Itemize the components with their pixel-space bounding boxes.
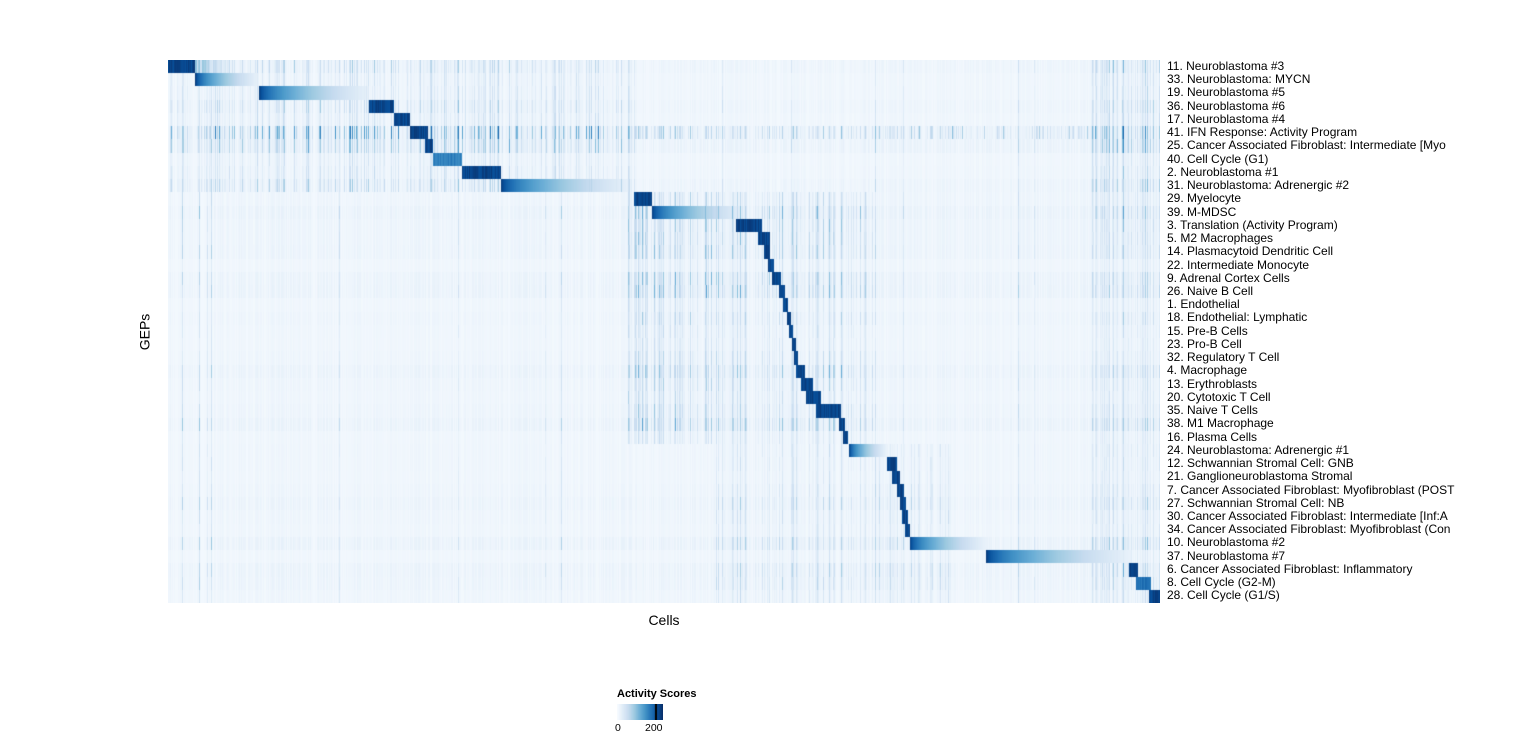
row-label: 19. Neuroblastoma #5: [1167, 85, 1286, 100]
row-label: 36. Neuroblastoma #6: [1167, 98, 1286, 113]
legend-tick-max: 200: [645, 722, 663, 734]
row-label: 28. Cell Cycle (G1/S): [1167, 588, 1280, 603]
y-axis: GEPs: [132, 60, 156, 603]
row-label: 5. M2 Macrophages: [1167, 231, 1274, 246]
row-label: 29. Myelocyte: [1167, 191, 1242, 206]
y-axis-label: GEPs: [136, 313, 153, 350]
heatmap-canvas: [168, 60, 1160, 603]
row-label: 24. Neuroblastoma: Adrenergic #1: [1167, 442, 1350, 457]
x-axis-label: Cells: [648, 612, 680, 628]
legend-ticks: 0 200: [615, 720, 663, 734]
row-label: 21. Ganglioneuroblastoma Stromal: [1167, 469, 1353, 484]
row-labels: 11. Neuroblastoma #3 33. Neuroblastoma: M…: [1167, 59, 1455, 603]
row-label: 14. Plasmacytoid Dendritic Cell: [1167, 244, 1334, 259]
row-label: 7. Cancer Associated Fibroblast: Myofibr…: [1167, 482, 1455, 497]
row-label: 41. IFN Response: Activity Program: [1167, 125, 1358, 140]
row-label: 1. Endothelial: [1167, 297, 1240, 312]
row-label: 31. Neuroblastoma: Adrenergic #2: [1167, 178, 1350, 193]
row-label: 4. Macrophage: [1167, 363, 1248, 378]
legend-tick-min: 0: [615, 722, 621, 734]
row-label: 30. Cancer Associated Fibroblast: Interm…: [1167, 508, 1448, 523]
row-label: 20. Cytotoxic T Cell: [1167, 389, 1271, 404]
row-label: 33. Neuroblastoma: MYCN: [1167, 72, 1311, 87]
row-label: 10. Neuroblastoma #2: [1167, 535, 1286, 550]
row-label: 13. Erythroblasts: [1167, 376, 1258, 391]
row-label: 8. Cell Cycle (G2-M): [1167, 575, 1276, 590]
row-label: 2. Neuroblastoma #1: [1167, 164, 1279, 179]
row-label: 32. Regulatory T Cell: [1167, 350, 1280, 365]
row-label: 37. Neuroblastoma #7: [1167, 548, 1286, 563]
row-label: 38. M1 Macrophage: [1167, 416, 1274, 431]
row-label: 12. Schwannian Stromal Cell: GNB: [1167, 456, 1354, 471]
row-label: 3. Translation (Activity Program): [1167, 217, 1338, 232]
row-label: 23. Pro-B Cell: [1167, 336, 1242, 351]
row-label: 18. Endothelial: Lymphatic: [1167, 310, 1308, 325]
row-label: 6. Cancer Associated Fibroblast: Inflamm…: [1167, 561, 1413, 576]
row-label: 9. Adrenal Cortex Cells: [1167, 270, 1290, 285]
row-label: 27. Schwannian Stromal Cell: NB: [1167, 495, 1345, 510]
row-label: 17. Neuroblastoma #4: [1167, 111, 1286, 126]
legend: Activity Scores 0 200: [615, 688, 697, 734]
row-label: 39. M-MDSC: [1167, 204, 1237, 219]
row-label: 16. Plasma Cells: [1167, 429, 1258, 444]
legend-title: Activity Scores: [617, 688, 697, 700]
legend-colorbar: [617, 704, 663, 720]
row-label: 15. Pre-B Cells: [1167, 323, 1248, 338]
row-label: 40. Cell Cycle (G1): [1167, 151, 1269, 166]
row-label: 22. Intermediate Monocyte: [1167, 257, 1310, 272]
row-label: 35. Naive T Cells: [1167, 403, 1258, 418]
row-label: 34. Cancer Associated Fibroblast: Myofib…: [1167, 522, 1451, 537]
row-label: 11. Neuroblastoma #3: [1167, 59, 1285, 73]
row-label: 26. Naive B Cell: [1167, 283, 1254, 298]
row-label: 25. Cancer Associated Fibroblast: Interm…: [1167, 138, 1446, 153]
